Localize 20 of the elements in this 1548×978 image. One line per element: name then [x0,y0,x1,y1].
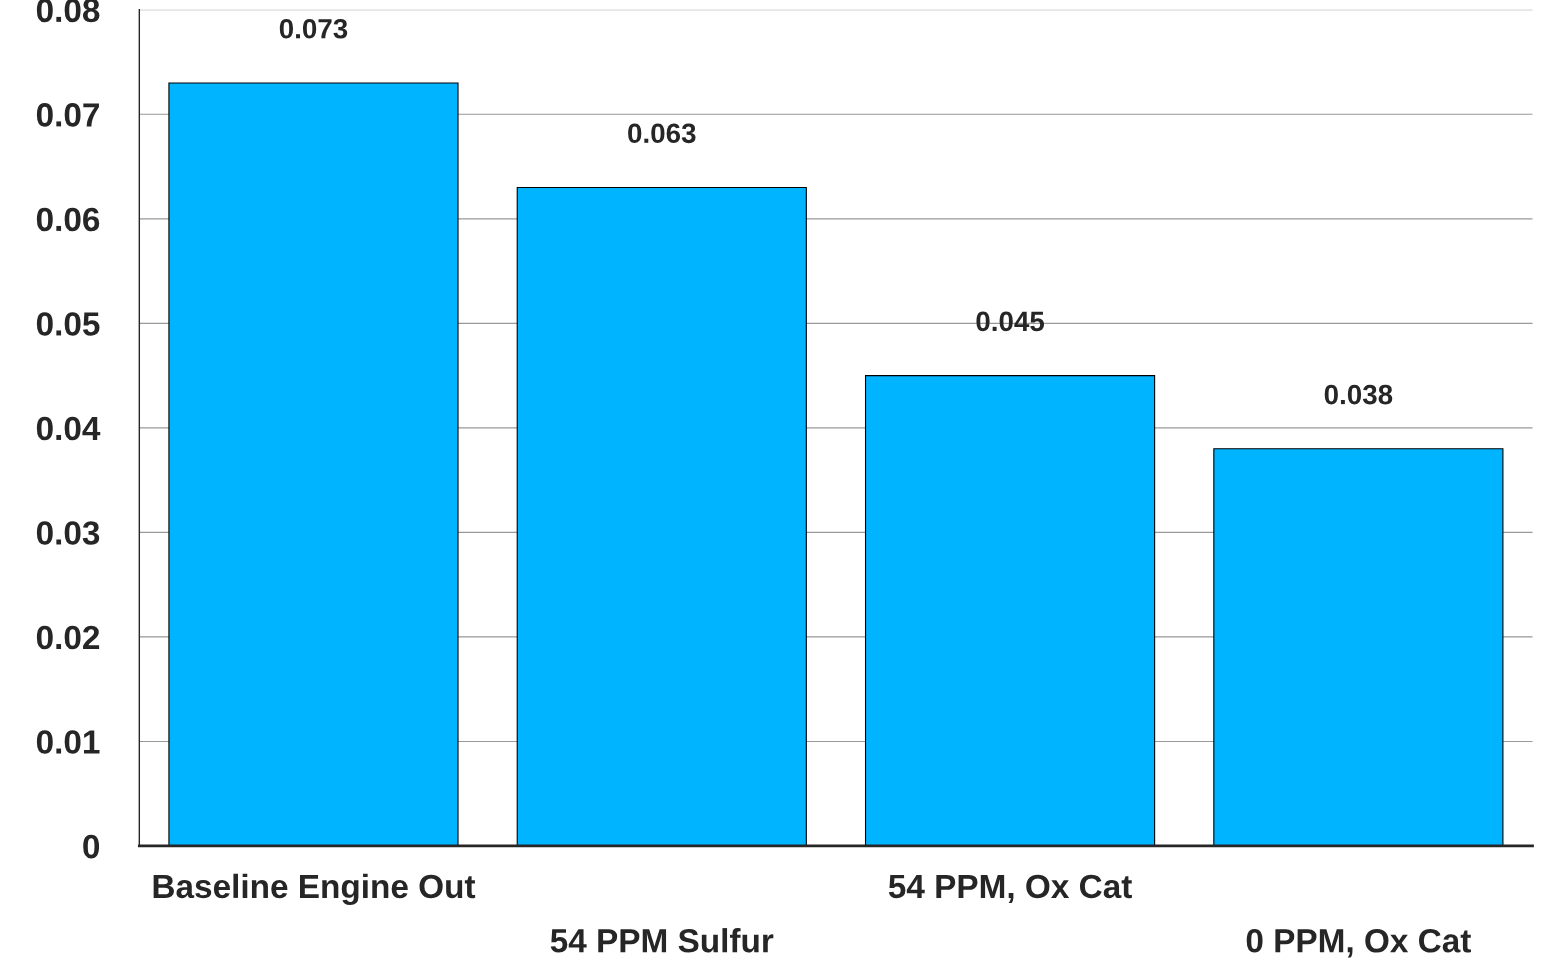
x-tick-label: 0 PPM, Ox Cat [1246,928,1471,958]
x-tick-label: 54 PPM Sulfur [550,928,774,953]
y-tick-label: 0.02 [36,625,100,650]
y-tick-label: 0 [83,834,100,859]
data-label: 0.038 [1324,384,1393,405]
x-tick-label: Baseline Engine Out [153,873,476,905]
data-label: 0.045 [976,311,1045,332]
y-tick-label: 0.01 [36,730,100,754]
y-tick-label: 0.05 [36,312,100,336]
y-tick-label: 0.03 [36,521,100,545]
bar [1213,448,1504,846]
bar [516,186,807,846]
y-tick-label: 0.07 [36,103,99,127]
data-label: 0.063 [628,123,696,144]
data-label: 0.073 [279,18,348,39]
y-tick-label: 0.04 [36,416,101,441]
bar [168,82,459,846]
y-tick-label: 0.06 [36,207,100,232]
x-tick-label: 54 PPM, Ox Cat [888,874,1132,904]
bar [864,375,1156,846]
